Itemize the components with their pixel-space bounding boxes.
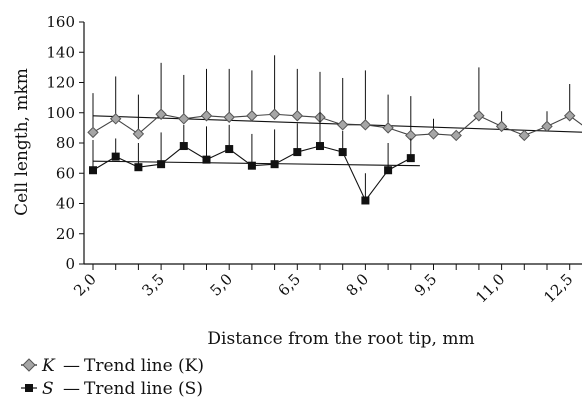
point-k <box>132 128 145 140</box>
point-k <box>291 110 304 122</box>
y-tick-label: 120 <box>46 74 75 92</box>
point-k <box>495 120 508 133</box>
x-tick-label: 8,0 <box>343 270 373 300</box>
point-s <box>157 160 166 169</box>
point-s <box>225 145 234 154</box>
y-tick-label: 140 <box>46 43 75 61</box>
point-k <box>359 119 372 131</box>
point-k <box>200 110 213 122</box>
point-k <box>87 126 99 139</box>
legend-series-k: K <box>41 356 56 376</box>
point-s <box>247 161 256 170</box>
x-tick-label: 12,5 <box>540 270 576 306</box>
legend-item-k: K — Trend line (K) <box>21 356 204 376</box>
point-k <box>450 129 462 142</box>
point-s <box>270 160 279 169</box>
point-s <box>293 148 302 157</box>
point-s <box>338 148 347 157</box>
point-k <box>109 113 122 125</box>
point-s <box>134 163 143 172</box>
point-s <box>202 155 211 164</box>
x-tick-label: 3,5 <box>138 270 168 300</box>
legend-item-s: S — Trend line (S) <box>21 379 203 399</box>
point-k <box>268 108 281 120</box>
x-tick-label: 2,0 <box>70 270 100 300</box>
point-s <box>316 142 324 151</box>
legend-trend-k: Trend line (K) <box>84 356 204 376</box>
y-tick-label: 100 <box>46 104 75 122</box>
x-axis-label: Distance from the root tip, mm <box>207 329 474 349</box>
x-tick-label: 11,0 <box>472 270 508 306</box>
series-line-k <box>92 113 582 137</box>
y-tick-label: 0 <box>65 255 75 273</box>
y-tick-label: 40 <box>56 195 75 213</box>
legend-trend-s: Trend line (S) <box>84 379 203 399</box>
point-s <box>406 154 415 163</box>
legend-diamond-icon <box>22 358 36 372</box>
point-k <box>518 129 531 142</box>
legend-series-s: S <box>42 379 54 399</box>
trend-line-s <box>92 160 420 167</box>
point-k <box>178 113 190 125</box>
trend-line-k <box>92 115 582 133</box>
point-k <box>382 122 394 134</box>
legend-square-icon <box>25 384 33 392</box>
point-k <box>563 110 576 122</box>
point-s <box>384 166 393 175</box>
point-s <box>111 152 120 161</box>
plot-area: 0 20 40 60 80 100 120 140 160 2,0 3,5 5,0 6,5 8,0 9,5 1… <box>46 13 582 306</box>
point-s <box>179 142 188 151</box>
legend-dash-k: — <box>63 356 80 376</box>
y-tick-label: 20 <box>56 225 75 243</box>
point-k <box>427 128 440 140</box>
y-tick-label: 160 <box>46 13 75 31</box>
point-s <box>89 166 97 175</box>
x-tick-label: 9,5 <box>411 270 441 300</box>
point-k <box>246 110 258 122</box>
point-k <box>473 110 485 122</box>
legend: K — Trend line (K) S — Trend line (S) <box>21 356 204 399</box>
point-k <box>541 120 553 133</box>
y-tick-label: 80 <box>56 134 75 152</box>
y-tick-label: 60 <box>56 164 75 182</box>
x-tick-label: 6,5 <box>275 270 305 300</box>
point-k <box>223 111 235 123</box>
y-axis-label: Cell length, mkm <box>12 68 32 216</box>
legend-dash-s: — <box>63 379 80 399</box>
x-tick-label: 5,0 <box>206 270 236 300</box>
point-s <box>361 196 370 205</box>
point-k <box>336 119 349 131</box>
point-k <box>155 108 167 120</box>
